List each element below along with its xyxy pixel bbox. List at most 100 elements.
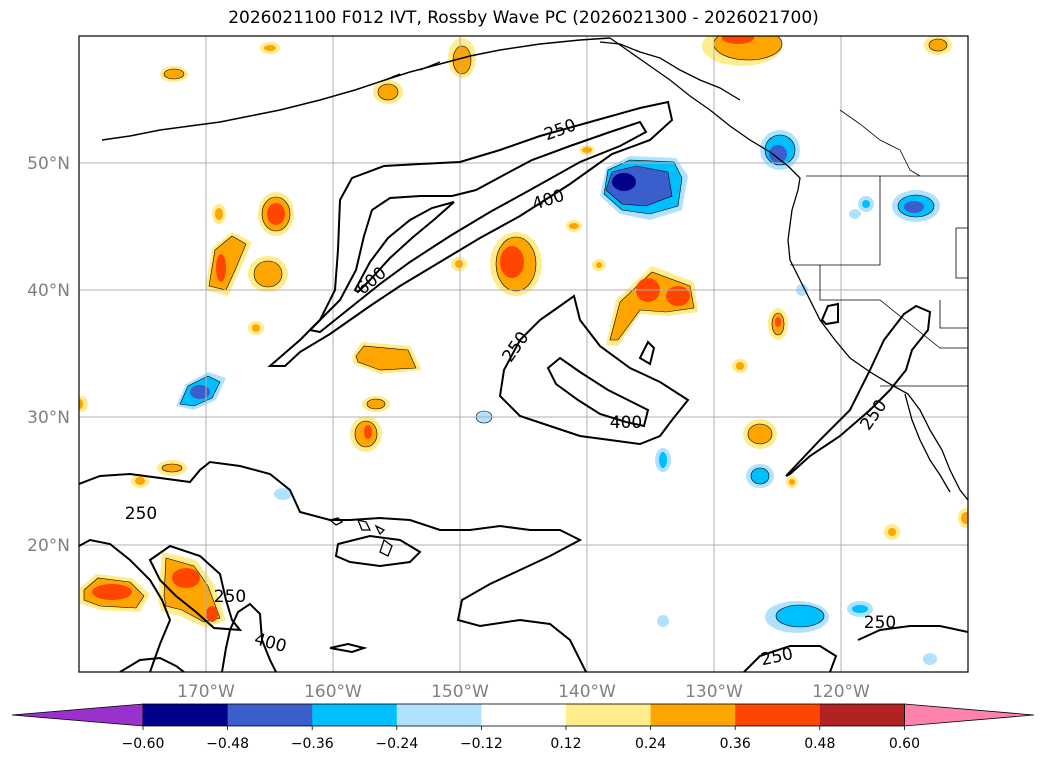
positive-anomaly-patch bbox=[732, 359, 748, 373]
ivt-contour-400 bbox=[307, 120, 648, 334]
map-title: 2026021100 F012 IVT, Rossby Wave PC (202… bbox=[228, 8, 819, 28]
ivt-contour-250 bbox=[638, 340, 656, 366]
colorbar-tick-label: 0.12 bbox=[550, 736, 581, 752]
positive-anomaly-patch bbox=[80, 574, 150, 612]
ivt-contour-400 bbox=[79, 538, 172, 672]
ivt-contour-250 bbox=[785, 304, 932, 477]
colorbar-segment bbox=[735, 704, 821, 726]
positive-anomaly-patch bbox=[958, 508, 968, 528]
colorbar-segment bbox=[312, 704, 398, 726]
negative-anomaly-patch bbox=[849, 209, 861, 219]
longitude-labels: 170°W 160°W 150°W 140°W 130°W 120°W bbox=[177, 682, 870, 702]
colorbar-extend-max bbox=[904, 703, 1035, 727]
lon-label: 150°W bbox=[431, 682, 489, 702]
positive-anomaly-patch bbox=[743, 419, 777, 449]
negative-anomaly-patch bbox=[274, 488, 292, 500]
colorbar-tick-label: −0.12 bbox=[460, 736, 503, 752]
contour-label: 250 bbox=[542, 115, 579, 145]
lon-label: 170°W bbox=[177, 682, 235, 702]
colorbar: −0.60 −0.48 −0.36 −0.24 −0.12 0.12 0.24 0.36 0.4… bbox=[11, 703, 1035, 752]
positive-anomaly-patch bbox=[451, 257, 467, 271]
ivt-contour-250 bbox=[329, 642, 368, 654]
contour-label: 250 bbox=[498, 328, 533, 366]
colorbar-segment bbox=[481, 704, 567, 726]
positive-anomaly-patch bbox=[79, 396, 88, 412]
positive-anomaly-patch bbox=[248, 321, 264, 335]
positive-anomaly-patch bbox=[205, 232, 252, 296]
colorbar-tick-label: −0.48 bbox=[206, 736, 249, 752]
positive-anomaly-patch bbox=[350, 416, 382, 452]
negative-anomaly-patch bbox=[765, 601, 829, 633]
ivt-contour-250 bbox=[820, 302, 839, 326]
positive-anomaly-patch bbox=[490, 232, 542, 296]
positive-anomaly-patch bbox=[373, 80, 403, 104]
negative-anomaly-patch bbox=[176, 372, 226, 410]
positive-anomaly-patch bbox=[352, 342, 422, 374]
positive-anomaly-patch bbox=[260, 42, 280, 54]
lon-label: 160°W bbox=[304, 682, 362, 702]
negative-anomaly-patch bbox=[600, 156, 688, 220]
contour-label: 250 bbox=[125, 504, 157, 524]
negative-anomaly-patch bbox=[858, 196, 874, 212]
lat-label: 50°N bbox=[27, 154, 70, 174]
contour-label: 250 bbox=[759, 644, 795, 670]
negative-anomaly-patch bbox=[655, 448, 671, 472]
negative-anomaly-patch bbox=[847, 601, 873, 617]
contour-label: 400 bbox=[610, 413, 642, 433]
hawaii-islands bbox=[328, 517, 393, 557]
contour-label: 250 bbox=[214, 587, 246, 607]
ivt-contour-labels: 250 400 600 250 400 250 250 250 400 250 … bbox=[125, 115, 896, 670]
contour-label: 250 bbox=[856, 396, 891, 434]
lat-label: 30°N bbox=[27, 408, 70, 428]
colorbar-tick-label: 0.36 bbox=[720, 736, 751, 752]
contour-label: 400 bbox=[252, 629, 289, 657]
colorbar-segment bbox=[650, 704, 736, 726]
colorbar-segment bbox=[566, 704, 652, 726]
ivt-contour-600 bbox=[353, 201, 455, 294]
positive-anomaly-patch bbox=[362, 396, 390, 412]
ivt-contour-250 bbox=[148, 544, 243, 632]
ivt-contour-250 bbox=[498, 294, 690, 446]
positive-anomaly-patch bbox=[924, 36, 952, 55]
colorbar-tick-label: −0.36 bbox=[291, 736, 334, 752]
colorbar-frame bbox=[142, 703, 905, 727]
coastlines bbox=[101, 37, 968, 501]
positive-anomaly-patch bbox=[157, 460, 187, 476]
positive-anomaly-patch bbox=[248, 256, 288, 292]
negative-anomaly-patch bbox=[760, 130, 800, 170]
ivt-contour-400 bbox=[546, 356, 650, 428]
negative-anomaly-patch bbox=[746, 464, 774, 488]
ivt-contour-250 bbox=[743, 645, 838, 672]
colorbar-segment bbox=[396, 704, 482, 726]
ivt-contour-250 bbox=[334, 534, 422, 568]
positive-anomaly-patch bbox=[566, 220, 582, 232]
contour-label: 400 bbox=[530, 186, 567, 215]
positive-anomaly-patch bbox=[702, 36, 783, 66]
lon-label: 120°W bbox=[812, 682, 870, 702]
lat-label: 40°N bbox=[27, 281, 70, 301]
contour-label: 600 bbox=[353, 263, 391, 299]
positive-anomaly-patch bbox=[131, 474, 149, 488]
positive-anomaly-patch bbox=[786, 476, 798, 488]
positive-anomaly-patch bbox=[258, 192, 294, 236]
colorbar-segment bbox=[143, 704, 229, 726]
latitude-labels: 50°N 40°N 30°N 20°N bbox=[27, 154, 70, 556]
ivt-contours bbox=[79, 100, 968, 672]
colorbar-segment bbox=[819, 704, 905, 726]
positive-anomaly-patch bbox=[884, 524, 900, 540]
colorbar-tick-label: 0.60 bbox=[889, 736, 920, 752]
graticule bbox=[79, 36, 968, 672]
lat-label: 20°N bbox=[27, 536, 70, 556]
colorbar-extend-min bbox=[11, 703, 144, 727]
ivt-contour-250 bbox=[857, 625, 968, 641]
colorbar-tick-label: 0.24 bbox=[635, 736, 666, 752]
ivt-contour-250 bbox=[79, 460, 587, 672]
contour-label: 250 bbox=[864, 613, 896, 633]
negative-anomaly-patch bbox=[923, 653, 937, 665]
positive-anomaly-patch bbox=[212, 204, 226, 224]
colorbar-tick-label: 0.48 bbox=[804, 736, 835, 752]
map-frame bbox=[78, 35, 969, 673]
lon-label: 130°W bbox=[685, 682, 743, 702]
negative-anomaly-patch bbox=[892, 190, 940, 222]
